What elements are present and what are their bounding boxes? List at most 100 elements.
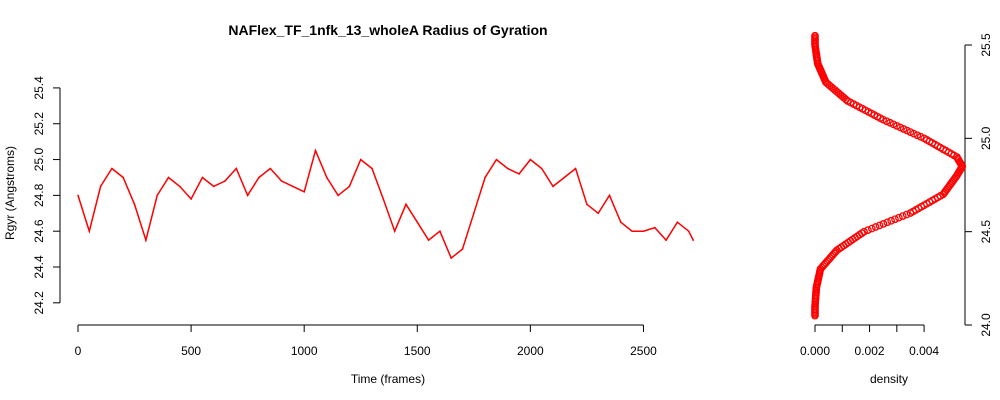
density-point (860, 227, 868, 236)
density-point (902, 210, 911, 219)
data-point (359, 158, 362, 161)
density-point (864, 226, 872, 234)
data-point (529, 158, 532, 161)
data-point (326, 176, 328, 179)
x-tick-label: 1500 (404, 344, 431, 358)
data-point (393, 230, 396, 232)
x-tick-label: 500 (181, 344, 201, 358)
data-point (416, 221, 419, 224)
data-point (439, 230, 441, 232)
main-plot-axes: 0 500 1000 1500 2000 2500 24.2 24.4 24.6 24.8 25.0… (32, 76, 657, 358)
density-y-tick-label: 25.5 (979, 33, 993, 57)
density-x-tick-label: 0.000 (800, 344, 830, 358)
data-point (540, 167, 543, 170)
data-point (201, 176, 204, 179)
data-point (692, 239, 695, 241)
data-point (314, 149, 317, 152)
data-point (280, 180, 283, 182)
data-point (99, 185, 102, 188)
y-tick-label: 25.0 (32, 148, 46, 172)
y-tick-label: 24.2 (32, 291, 46, 315)
data-point (348, 185, 351, 188)
data-point (563, 176, 566, 179)
data-point (212, 185, 215, 188)
data-point (111, 167, 113, 170)
data-point (642, 230, 645, 232)
data-point (292, 185, 294, 188)
x-axis-label: Time (frames) (351, 372, 425, 386)
data-point (269, 167, 272, 170)
data-point (303, 190, 305, 193)
y-tick-label: 25.4 (32, 76, 46, 100)
data-point (620, 221, 622, 224)
data-point (133, 203, 136, 206)
data-point (156, 194, 158, 197)
y-axis-label: Rgyr (Angstroms) (3, 146, 17, 240)
data-point (258, 176, 260, 179)
data-point (518, 173, 520, 175)
data-point (495, 158, 498, 161)
density-point (871, 223, 880, 231)
data-point (167, 176, 170, 179)
data-point (88, 230, 91, 232)
density-point (879, 220, 888, 228)
data-point (382, 198, 385, 200)
y-tick-label: 25.2 (32, 112, 46, 136)
y-tick-label: 24.4 (32, 255, 46, 279)
data-point (484, 176, 486, 179)
data-point (178, 185, 181, 188)
y-tick-label: 24.6 (32, 219, 46, 243)
data-point (473, 212, 475, 215)
data-point (450, 257, 453, 259)
data-point (687, 230, 690, 232)
data-point (235, 167, 238, 170)
data-point (427, 239, 430, 241)
series-density (811, 31, 967, 320)
density-axis-label: density (870, 372, 908, 386)
density-point (875, 221, 884, 230)
data-point (586, 203, 588, 206)
data-point (597, 212, 600, 215)
density-point (898, 212, 907, 220)
data-point (552, 185, 554, 188)
x-tick-label: 2500 (630, 344, 657, 358)
data-point (246, 194, 249, 197)
density-point (891, 215, 899, 224)
data-point (574, 167, 577, 170)
density-x-tick-label: 0.004 (909, 344, 939, 358)
density-plot-axes: 0.000 0.002 0.004 24.0 24.5 25.0 25.5 (800, 33, 993, 358)
data-point (631, 230, 633, 232)
chart-title: NAFlex_TF_1nfk_13_wholeA Radius of Gyrat… (228, 22, 547, 38)
density-y-tick-label: 25.0 (979, 126, 993, 150)
data-point (461, 248, 464, 250)
density-y-tick-label: 24.0 (979, 313, 993, 337)
data-point (653, 226, 656, 229)
data-point (337, 194, 339, 197)
data-point (190, 198, 192, 200)
series-line (77, 148, 694, 260)
series-rgyr-time (77, 148, 695, 260)
data-point (665, 239, 667, 241)
data-point (77, 194, 79, 197)
data-point (371, 167, 373, 170)
y-tick-label: 24.8 (32, 183, 46, 207)
data-point (676, 221, 679, 224)
data-point (608, 194, 611, 197)
density-point (867, 224, 876, 233)
density-y-tick-label: 24.5 (979, 220, 993, 244)
density-x-tick-label: 0.002 (855, 344, 885, 358)
data-point (145, 239, 147, 241)
density-point (895, 213, 903, 222)
data-point (224, 180, 226, 182)
density-point (883, 218, 892, 227)
x-tick-label: 2000 (517, 344, 544, 358)
density-point (811, 31, 819, 40)
data-point (506, 167, 509, 170)
x-tick-label: 0 (75, 344, 82, 358)
density-point (887, 216, 895, 225)
data-point (122, 176, 125, 179)
data-point (405, 203, 407, 206)
x-tick-label: 1000 (291, 344, 318, 358)
